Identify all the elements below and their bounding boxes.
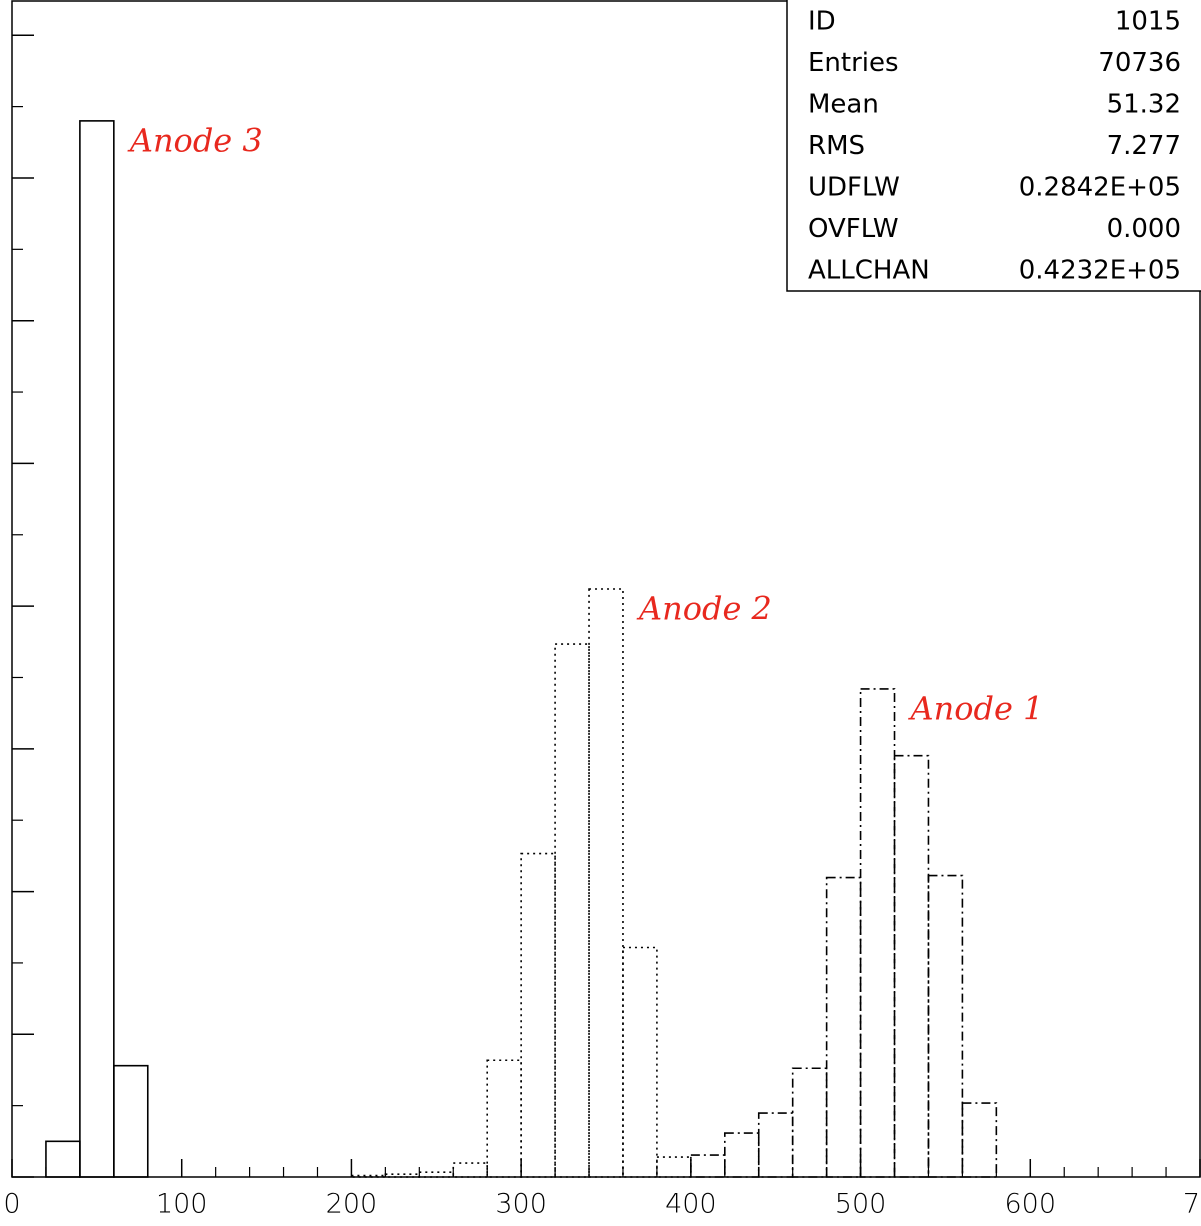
series-annotation: Anode 2 bbox=[636, 590, 772, 628]
stat-value: 0.4232E+05 bbox=[1019, 256, 1181, 286]
histogram-bar bbox=[418, 1171, 455, 1178]
stat-value: 7.277 bbox=[1107, 131, 1181, 161]
stat-label: Mean bbox=[808, 90, 879, 120]
stat-value: 0.000 bbox=[1107, 214, 1181, 244]
stat-label: Entries bbox=[808, 48, 899, 78]
histogram-bar bbox=[791, 1067, 828, 1178]
histogram-bar bbox=[45, 1140, 81, 1178]
stat-label: RMS bbox=[808, 131, 865, 161]
histogram-bar bbox=[486, 1059, 522, 1178]
series bbox=[350, 588, 692, 1178]
stat-label: OVFLW bbox=[808, 214, 899, 244]
histogram-bar bbox=[690, 1154, 726, 1178]
histogram-bar bbox=[113, 1064, 149, 1178]
x-tick-label: 200 bbox=[326, 1189, 378, 1220]
histogram-bar bbox=[79, 120, 115, 1178]
series bbox=[45, 120, 149, 1178]
x-tick-label: 300 bbox=[495, 1189, 547, 1220]
stat-value: 70736 bbox=[1098, 48, 1181, 78]
histogram-bar bbox=[384, 1173, 421, 1178]
stat-value: 51.32 bbox=[1107, 90, 1181, 120]
stats-box bbox=[786, 0, 1201, 292]
histogram-bar bbox=[859, 688, 896, 1178]
stat-value: 1015 bbox=[1115, 7, 1181, 37]
histogram-bar bbox=[588, 588, 624, 1178]
histogram-bar bbox=[723, 1132, 760, 1178]
stat-label: UDFLW bbox=[808, 173, 900, 203]
histogram-bar bbox=[927, 874, 964, 1178]
histogram-bar bbox=[757, 1112, 794, 1178]
stat-label: ALLCHAN bbox=[808, 256, 930, 286]
x-tick-label: 0 bbox=[3, 1189, 20, 1220]
histogram-bar bbox=[656, 1156, 692, 1178]
x-tick-label: 70 bbox=[1183, 1189, 1201, 1220]
series-annotation: Anode 1 bbox=[908, 689, 1044, 727]
plot-frame bbox=[11, 0, 1201, 1178]
x-tick-label: 400 bbox=[665, 1189, 717, 1220]
x-tick-label: 100 bbox=[156, 1189, 208, 1220]
histogram-bar bbox=[825, 876, 862, 1178]
histogram-bar bbox=[452, 1162, 488, 1178]
histogram-bar bbox=[961, 1102, 998, 1178]
histogram-bar bbox=[554, 643, 590, 1178]
stat-value: 0.2842E+05 bbox=[1019, 173, 1181, 203]
series bbox=[690, 688, 998, 1178]
stat-label: ID bbox=[808, 7, 836, 37]
histogram-bar bbox=[350, 1174, 387, 1178]
histogram-bar bbox=[622, 946, 658, 1178]
series-annotation: Anode 3 bbox=[127, 121, 263, 159]
histogram-bar bbox=[893, 754, 930, 1178]
x-tick-label: 500 bbox=[835, 1189, 887, 1220]
x-tick-label: 600 bbox=[1005, 1189, 1057, 1220]
histogram-bar bbox=[520, 852, 556, 1178]
